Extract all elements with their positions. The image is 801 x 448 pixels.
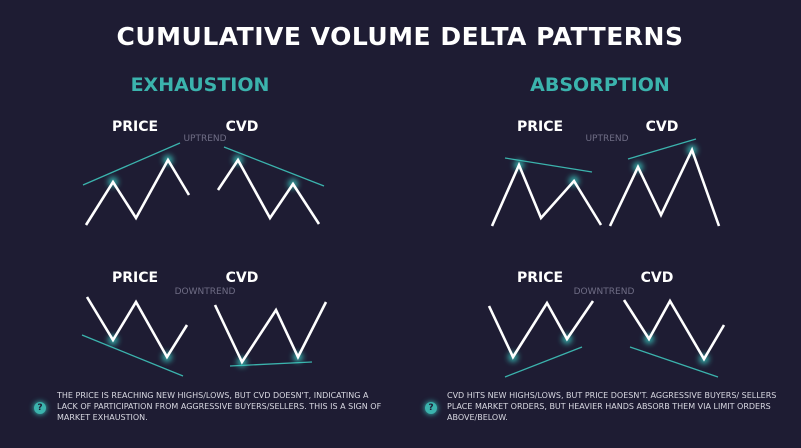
absorption-up-price-line (490, 161, 603, 227)
trendline (81, 334, 184, 377)
absorption-up-cvd-line (608, 146, 721, 227)
trendline (504, 346, 583, 378)
exhaustion-up-cvd-label: CVD (225, 119, 259, 135)
absorption-down-cvd-line (622, 298, 726, 362)
exhaustion-down-cvd-label: CVD (225, 270, 259, 286)
exhaustion-up-price-label: PRICE (111, 119, 159, 135)
question-icon: ? (425, 402, 437, 414)
absorption-note: CVD HITS NEW HIGHS/LOWS, BUT PRICE DOESN… (447, 391, 777, 422)
absorption-down-price-line (487, 300, 595, 360)
question-icon: ? (34, 402, 46, 414)
exhaustion-uptrend-label: UPTREND (183, 134, 227, 144)
absorption-downtrend-label: DOWNTREND (573, 287, 635, 297)
trendline (629, 346, 719, 378)
exhaustion-up-price-line (84, 157, 191, 226)
exhaustion-downtrend-label: DOWNTREND (174, 287, 236, 297)
exhaustion-down-price-line (85, 296, 189, 360)
exhaustion-down-price-label: PRICE (111, 270, 159, 286)
trendline (627, 138, 697, 160)
absorption-heading: ABSORPTION (530, 74, 670, 96)
absorption-up-cvd-label: CVD (645, 119, 679, 135)
trendline (223, 146, 325, 187)
page-title: CUMULATIVE VOLUME DELTA PATTERNS (116, 22, 684, 51)
absorption-up-price-label: PRICE (516, 119, 564, 135)
absorption-down-price-label: PRICE (516, 270, 564, 286)
exhaustion-note: THE PRICE IS REACHING NEW HIGHS/LOWS, BU… (57, 391, 382, 422)
exhaustion-down-cvd-line (213, 301, 328, 365)
exhaustion-up-cvd-line (216, 157, 321, 225)
absorption-uptrend-label: UPTREND (585, 134, 629, 144)
absorption-down-cvd-label: CVD (640, 270, 674, 286)
trendline (82, 142, 181, 186)
exhaustion-heading: EXHAUSTION (130, 74, 270, 96)
